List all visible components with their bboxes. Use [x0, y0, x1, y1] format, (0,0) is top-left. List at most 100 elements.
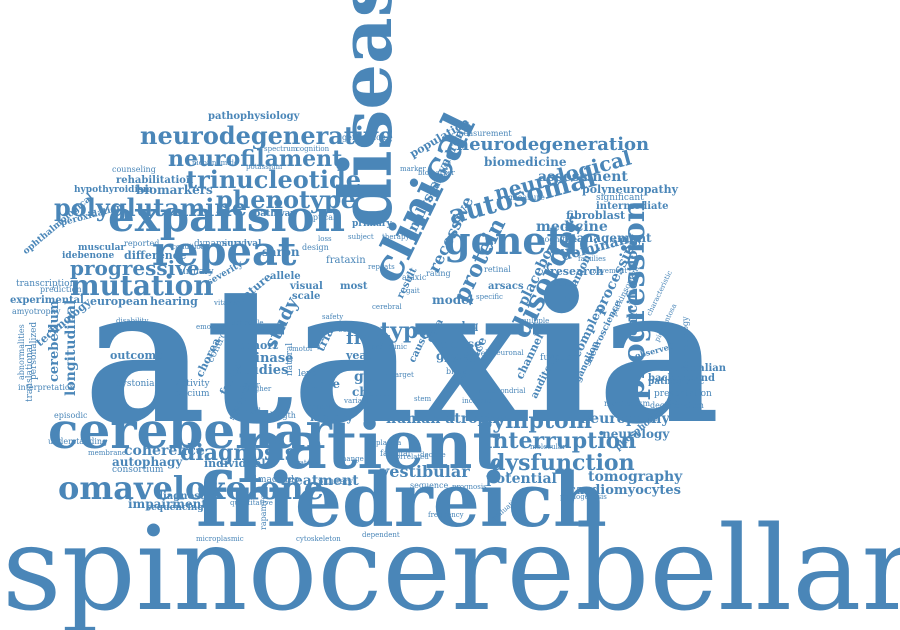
word-specific: specific — [476, 293, 503, 301]
word-most: most — [340, 281, 368, 292]
word-expansion: expansion — [108, 192, 346, 241]
word-microplasmic: microplasmic — [196, 535, 244, 543]
word-reported: reported — [124, 239, 160, 248]
word-loss: loss — [318, 235, 332, 243]
word-pharmacology: pharmacology — [681, 316, 690, 374]
word-emotional: emotional — [196, 323, 232, 331]
word-interruption: interruption — [484, 428, 637, 454]
word-model: model — [432, 293, 474, 307]
word-chain: chain — [352, 385, 390, 399]
word-rapamycin: rapamycin — [259, 487, 268, 530]
word-interpretation: interpretation — [18, 383, 75, 392]
word-hypothyroidism: hypothyroidism — [74, 185, 153, 195]
word-significant: significant — [596, 193, 644, 203]
word-transcription: transcription — [16, 279, 76, 289]
word-progressive: progressive — [70, 256, 200, 280]
word-sequencing: sequencing — [146, 503, 204, 513]
word-multiple: multiple — [520, 317, 550, 325]
word-prediction: prediction — [40, 285, 82, 294]
word-vitamin: vitamin — [214, 299, 241, 307]
word-neurodegeneration: neurodegeneration — [456, 134, 650, 155]
word-potassium: potassium — [246, 163, 283, 171]
word-cerebellar: cerebellar — [48, 401, 332, 460]
word-intermediate: intermediate — [596, 201, 669, 212]
word-degeneration: degeneration — [650, 401, 704, 410]
word-biomarker: biomarker — [418, 169, 455, 177]
word-experimental: experimental — [10, 295, 84, 306]
word-studies: studies — [236, 363, 289, 378]
word-mouse: mouse — [438, 337, 482, 351]
word-chronic: chronic — [308, 403, 335, 411]
word-spectrum: spectrum — [264, 145, 298, 153]
word-cerebral: cerebral — [372, 303, 402, 311]
word-friedreich: friedreich — [196, 458, 607, 544]
word-gene: gene — [354, 369, 392, 385]
word-neuronal: neuronal — [492, 349, 524, 357]
word-polyneuropathy: polyneuropathy — [582, 183, 679, 196]
word-genetic: genetic — [444, 218, 602, 263]
word-research: research — [550, 265, 604, 278]
word-optical: optical — [308, 213, 336, 222]
word-polyglutamine: polyglutamine — [54, 193, 248, 222]
word-bowel: bowel — [464, 349, 489, 358]
word-pathway: pathway — [254, 209, 296, 219]
word-diagnosis: diagnosis — [180, 440, 298, 466]
word-change: change — [338, 455, 364, 463]
word-higher: higher — [248, 385, 272, 393]
word-schedule: schedule — [232, 319, 264, 327]
word-neurodegenerative: neurodegenerative — [140, 121, 394, 150]
word-management: management — [564, 231, 652, 245]
word-phenotype: phenotype — [216, 185, 357, 214]
word-history: history — [310, 411, 353, 424]
word-autophagy: autophagy — [112, 455, 183, 469]
word-motor: motor — [292, 345, 314, 353]
word-arsacs: arsacs — [488, 281, 524, 292]
word-disability: disability — [116, 317, 149, 325]
word-mutation: mutation — [70, 269, 214, 302]
word-score: score — [304, 377, 341, 391]
word-design: design — [302, 243, 329, 252]
word-allele: allele — [270, 271, 301, 282]
word-consortium: consortium — [112, 465, 164, 475]
word-familial: familial — [380, 449, 411, 458]
word-decline: decline — [420, 451, 446, 459]
word-impairment: impairment — [128, 497, 207, 511]
word-dysfunction: dysfunction — [490, 450, 635, 476]
word-variant: variant — [344, 397, 370, 405]
word-strategy: strategy — [290, 459, 320, 467]
word-calcium: calcium — [174, 389, 210, 399]
word-safety: safety — [322, 313, 344, 321]
word-idebenone: idebenone — [62, 251, 115, 261]
word-increase: increase — [462, 397, 493, 405]
word-human-atrophy: human atrophy — [386, 411, 506, 427]
word-european: european — [90, 295, 148, 308]
word-pathophysiology: pathophysiology — [208, 111, 300, 122]
word-ataxia: ataxia — [84, 245, 720, 466]
word-biomedicine: biomedicine — [484, 155, 567, 169]
word-rare: rare — [368, 343, 384, 351]
word-function: function — [540, 353, 578, 363]
word-type: type — [380, 318, 433, 344]
word-neurology: neurology — [602, 427, 670, 441]
word-understanding: understanding — [48, 437, 108, 446]
word-episodic: episodic — [54, 411, 88, 420]
word-presentation: presentation — [654, 389, 712, 399]
word-clinic: clinic — [388, 343, 408, 351]
word-patient: patient — [238, 406, 503, 484]
word-omaveloxolone: omaveloxolone — [58, 469, 324, 507]
word-polyq: polyq — [448, 321, 479, 332]
word-individual: individual — [204, 457, 266, 470]
word-amyotrophy: amyotrophy — [12, 307, 61, 316]
word-sequence: sequence — [410, 481, 449, 490]
word-medicine: medicine — [536, 219, 608, 235]
word-quantitative: quantitative — [230, 499, 273, 507]
word-length: length — [270, 411, 296, 420]
word-prognosis: prognosis — [452, 483, 487, 491]
word-assessment: assessment — [538, 169, 628, 185]
word-biomarkers: biomarkers — [136, 183, 213, 197]
word-outcome: outcome — [110, 349, 164, 362]
word-cognitive: cognitive — [540, 235, 578, 244]
word-repeats: repeats — [368, 263, 395, 271]
word-measurement: measurement — [456, 129, 512, 138]
